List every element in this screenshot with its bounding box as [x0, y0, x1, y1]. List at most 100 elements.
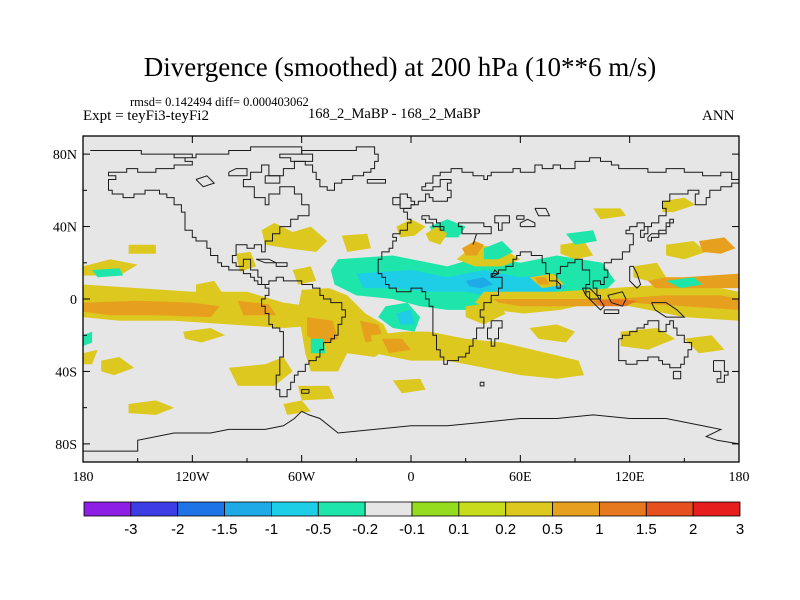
coastline	[83, 410, 303, 452]
contour-region	[83, 300, 220, 318]
y-tick-label: 40N	[53, 221, 77, 236]
season-label: ANN	[702, 108, 735, 124]
contour-fill-layer	[83, 197, 739, 415]
colorbar-label: -0.2	[352, 521, 378, 538]
coastline	[534, 207, 551, 217]
coastline	[618, 320, 693, 369]
coastline	[228, 168, 248, 177]
coastline	[490, 269, 500, 278]
contour-region	[396, 219, 426, 238]
contour-region	[462, 241, 484, 256]
coastline	[516, 215, 525, 220]
contour-region	[633, 262, 667, 281]
colorbar-box	[83, 501, 132, 517]
contour-region	[261, 222, 328, 252]
coastline	[421, 215, 445, 231]
coastline	[603, 309, 620, 314]
contour-region	[698, 237, 736, 254]
coastline	[581, 287, 605, 311]
x-tick-label: 60W	[288, 470, 316, 485]
contour-region	[370, 331, 585, 379]
contour-region	[560, 241, 594, 260]
contour-region	[620, 328, 676, 350]
contour-region	[237, 300, 277, 316]
colorbar-box	[364, 501, 413, 517]
contour-region	[534, 277, 550, 285]
colorbar-label: -1	[265, 521, 278, 538]
y-tick-label: 0	[70, 293, 77, 308]
contour-region	[92, 268, 124, 278]
contour-region	[283, 400, 311, 415]
contour-region	[396, 309, 415, 325]
colorbar-box	[177, 501, 225, 517]
coastline	[392, 197, 401, 206]
contour-region	[128, 244, 156, 254]
coastline	[651, 302, 686, 318]
colorbar-box	[224, 501, 272, 517]
colorbar-box	[552, 501, 600, 517]
x-tick-label: 180	[729, 470, 750, 485]
contour-region	[83, 349, 98, 365]
coastline	[301, 410, 740, 445]
cases-label: 168_2_MaBP - 168_2_MaBP	[308, 106, 481, 122]
axes: 180 120W 60W 0 60E 120E 180 80N 40N 0 40S 80S	[53, 136, 750, 485]
coastline	[399, 193, 416, 209]
y-tick-label: 80S	[55, 438, 77, 453]
contour-region	[128, 400, 175, 415]
contour-region	[183, 328, 226, 343]
coastline	[487, 320, 503, 347]
contour-region	[292, 266, 317, 285]
contour-region	[529, 324, 575, 343]
colorbar-label: 0.5	[542, 521, 563, 538]
contour-region	[196, 280, 222, 298]
coastline	[90, 146, 346, 398]
coastline	[713, 360, 729, 383]
colorbar-label: -0.1	[399, 521, 425, 538]
x-tick-label: 180	[73, 470, 94, 485]
coastline	[264, 175, 281, 184]
coastline	[301, 389, 310, 394]
coastline	[195, 175, 216, 188]
contour-region	[465, 277, 493, 289]
coastline	[647, 218, 674, 242]
colorbar-label: -2	[171, 521, 184, 538]
contour-region	[593, 299, 637, 307]
x-tick-label: 120E	[615, 470, 645, 485]
colorbar-box	[599, 501, 647, 517]
coastline-layer	[83, 146, 740, 452]
coastline	[275, 262, 288, 267]
contour-region	[684, 335, 725, 354]
coastline	[629, 265, 642, 289]
colorbar-box	[130, 501, 179, 517]
contour-region	[392, 378, 426, 394]
x-tick-label: 120W	[175, 470, 210, 485]
coastline	[607, 291, 627, 307]
coastline	[519, 218, 536, 228]
colorbar-label: 2	[689, 521, 697, 538]
contour-region	[341, 233, 371, 252]
experiment-label: Expt = teyFi3-teyFi2	[83, 108, 209, 124]
contour-region	[565, 230, 597, 245]
chart-title: Divergence (smoothed) at 200 hPa (10**6 …	[143, 52, 657, 82]
coastline	[457, 222, 492, 245]
x-tick-label: 0	[408, 470, 415, 485]
contour-region	[593, 208, 626, 220]
contour-region	[666, 241, 707, 260]
coastline	[479, 381, 485, 387]
contour-region	[425, 226, 448, 245]
colorbar-box	[645, 501, 694, 517]
colorbar-box	[692, 501, 741, 517]
colorbar-box	[317, 501, 366, 517]
coastline	[672, 370, 682, 380]
coastline	[392, 157, 739, 235]
contour-region	[356, 270, 566, 299]
contour-region	[465, 302, 506, 325]
y-tick-label: 80N	[53, 148, 77, 163]
colorbar-box	[411, 501, 460, 517]
colorbar-box	[505, 501, 553, 517]
stats-line: rmsd= 0.142494 diff= 0.000403062	[130, 95, 309, 109]
coastline	[377, 182, 739, 365]
contour-region	[483, 241, 513, 260]
coastline	[279, 146, 379, 191]
